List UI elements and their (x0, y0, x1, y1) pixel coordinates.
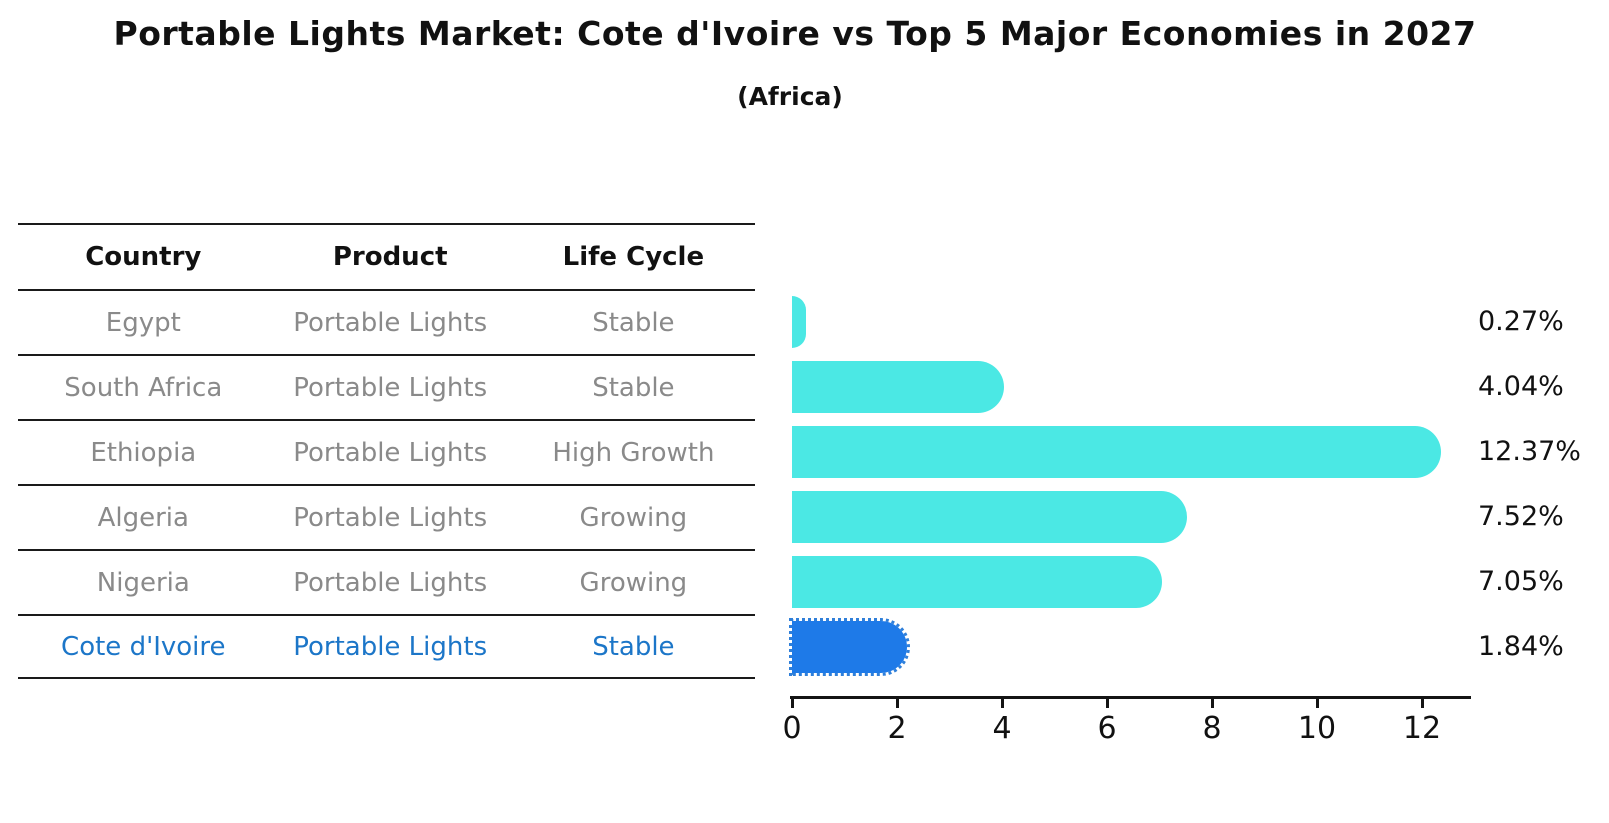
life-cycle-cell: High Growth (552, 437, 715, 468)
life-cycle-cell: Growing (579, 502, 688, 533)
bar-ethiopia (792, 425, 1442, 478)
bar-row-cote-divoire (789, 614, 1492, 679)
bar-row-ethiopia (792, 419, 1492, 484)
value-label-egypt: 0.27% (1478, 306, 1564, 337)
product-cell: Portable Lights (293, 372, 488, 403)
country-cell: Ethiopia (90, 437, 197, 468)
country-cell-highlight: Cote d'Ivoire (61, 631, 226, 662)
value-label-south-africa: 4.04% (1478, 371, 1564, 402)
life-cycle-cell: Stable (592, 372, 675, 403)
table-header-country: Country (85, 242, 202, 272)
country-cell: Nigeria (96, 567, 190, 598)
product-cell: Portable Lights (293, 567, 488, 598)
value-label-nigeria: 7.05% (1478, 566, 1564, 597)
country-table: Country Product Life Cycle Egypt Portabl… (18, 223, 755, 679)
x-tick-label: 2 (887, 711, 907, 746)
table-row-nigeria: Nigeria Portable Lights Growing (18, 549, 755, 614)
bar-row-algeria (792, 484, 1492, 549)
value-labels: 0.27% 4.04% 12.37% 7.52% 7.05% 1.84% (1478, 289, 1608, 679)
bar-egypt (792, 295, 807, 348)
table-header-row: Country Product Life Cycle (18, 223, 755, 289)
country-cell: South Africa (64, 372, 223, 403)
x-tick-mark (1001, 699, 1004, 708)
bar-south-africa (792, 360, 1005, 413)
value-label-algeria: 7.52% (1478, 501, 1564, 532)
bar-cote-divoire-highlight (789, 617, 910, 676)
table-row-algeria: Algeria Portable Lights Growing (18, 484, 755, 549)
x-tick-label: 4 (992, 711, 1012, 746)
table-row-ethiopia: Ethiopia Portable Lights High Growth (18, 419, 755, 484)
product-cell: Portable Lights (293, 437, 488, 468)
x-tick-mark (1316, 699, 1319, 708)
country-cell: Algeria (97, 502, 189, 533)
x-axis-line (790, 696, 1471, 699)
x-axis-ticks: 0 2 4 6 8 10 12 (782, 699, 1492, 759)
x-tick-mark (791, 699, 794, 708)
table-row-south-africa: South Africa Portable Lights Stable (18, 354, 755, 419)
x-tick-mark (896, 699, 899, 708)
x-tick-label: 8 (1202, 711, 1222, 746)
bar-row-south-africa (792, 354, 1492, 419)
x-tick-label: 0 (782, 711, 802, 746)
x-tick-mark (1211, 699, 1214, 708)
chart-subtitle: (Africa) (737, 82, 843, 111)
table-row-cote-divoire: Cote d'Ivoire Portable Lights Stable (18, 614, 755, 679)
table-row-egypt: Egypt Portable Lights Stable (18, 289, 755, 354)
bar-row-nigeria (792, 549, 1492, 614)
life-cycle-cell: Growing (579, 567, 688, 598)
bar-nigeria (792, 555, 1163, 608)
value-label-ethiopia: 12.37% (1478, 436, 1581, 467)
bar-algeria (792, 490, 1187, 543)
product-cell: Portable Lights (293, 502, 488, 533)
x-tick-mark (1106, 699, 1109, 708)
bar-row-egypt (792, 289, 1492, 354)
table-header-product: Product (332, 242, 448, 272)
bar-plot (789, 289, 1492, 679)
chart-title: Portable Lights Market: Cote d'Ivoire vs… (113, 14, 1477, 53)
life-cycle-cell-highlight: Stable (592, 631, 675, 662)
product-cell: Portable Lights (293, 307, 488, 338)
x-tick-label: 12 (1402, 711, 1442, 746)
country-cell: Egypt (105, 307, 181, 338)
x-tick-mark (1421, 699, 1424, 708)
x-tick-label: 6 (1097, 711, 1117, 746)
product-cell-highlight: Portable Lights (293, 631, 488, 662)
value-label-cote-divoire: 1.84% (1478, 631, 1564, 662)
x-tick-label: 10 (1297, 711, 1337, 746)
life-cycle-cell: Stable (592, 307, 675, 338)
table-header-life-cycle: Life Cycle (562, 242, 705, 272)
